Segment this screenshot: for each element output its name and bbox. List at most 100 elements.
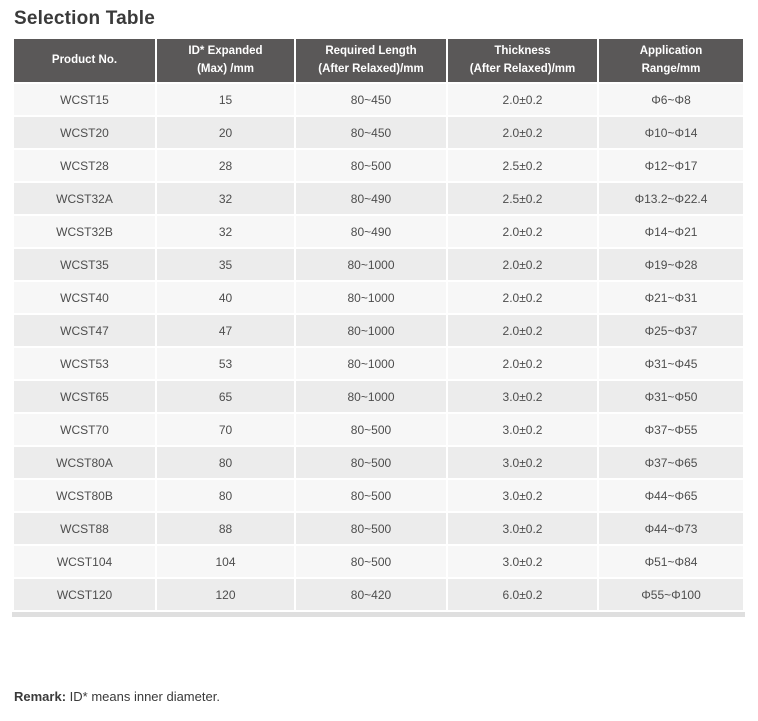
table-cell: 3.0±0.2 (448, 480, 597, 511)
table-cell: WCST53 (14, 348, 155, 379)
table-cell: 3.0±0.2 (448, 414, 597, 445)
table-cell: 65 (157, 381, 294, 412)
table-header-row: Product No. ID* Expanded (Max) /mm Require… (14, 39, 743, 82)
table-cell: WCST28 (14, 150, 155, 181)
table-cell: 2.0±0.2 (448, 216, 597, 247)
table-cell: WCST80A (14, 447, 155, 478)
table-row: WCST28 28 80~500 2.5±0.2 Φ12~Φ17 (14, 150, 743, 181)
table-cell: 88 (157, 513, 294, 544)
column-header: Application Range/mm (599, 39, 743, 82)
table-cell: 20 (157, 117, 294, 148)
table-row: WCST20 20 80~450 2.0±0.2 Φ10~Φ14 (14, 117, 743, 148)
remark-label: Remark: (14, 689, 67, 704)
table-cell: WCST47 (14, 315, 155, 346)
column-header: Required Length (After Relaxed)/mm (296, 39, 446, 82)
table-cell: 120 (157, 579, 294, 610)
column-header: Product No. (14, 39, 155, 82)
table-row: WCST47 47 80~1000 2.0±0.2 Φ25~Φ37 (14, 315, 743, 346)
table-cell: 35 (157, 249, 294, 280)
table-cell: Φ21~Φ31 (599, 282, 743, 313)
table-cell: 6.0±0.2 (448, 579, 597, 610)
table-cell: 80~1000 (296, 249, 446, 280)
selection-table: Product No. ID* Expanded (Max) /mm Require… (12, 37, 745, 612)
table-cell: Φ12~Φ17 (599, 150, 743, 181)
table-cell: 80~500 (296, 414, 446, 445)
table-cell: Φ44~Φ73 (599, 513, 743, 544)
table-cell: WCST15 (14, 84, 155, 115)
table-cell: 2.0±0.2 (448, 84, 597, 115)
table-cell: 80~500 (296, 447, 446, 478)
table-cell: 53 (157, 348, 294, 379)
table-cell: Φ55~Φ100 (599, 579, 743, 610)
remark: Remark: ID* means inner diameter. (14, 689, 746, 704)
table-cell: 47 (157, 315, 294, 346)
table-cell: Φ10~Φ14 (599, 117, 743, 148)
table-cell: 28 (157, 150, 294, 181)
table-row: WCST32A 32 80~490 2.5±0.2 Φ13.2~Φ22.4 (14, 183, 743, 214)
table-cell: 80~420 (296, 579, 446, 610)
table-cell: 80~490 (296, 216, 446, 247)
table-cell: 3.0±0.2 (448, 447, 597, 478)
table-cell: 32 (157, 216, 294, 247)
table-cell: 3.0±0.2 (448, 513, 597, 544)
table-cell: 3.0±0.2 (448, 546, 597, 577)
table-cell: WCST88 (14, 513, 155, 544)
table-cell: 104 (157, 546, 294, 577)
table-cell: Φ44~Φ65 (599, 480, 743, 511)
table-row: WCST65 65 80~1000 3.0±0.2 Φ31~Φ50 (14, 381, 743, 412)
table-cell: WCST20 (14, 117, 155, 148)
table-cell: WCST40 (14, 282, 155, 313)
table-row: WCST104 104 80~500 3.0±0.2 Φ51~Φ84 (14, 546, 743, 577)
page-title: Selection Table (14, 8, 155, 29)
table-row: WCST88 88 80~500 3.0±0.2 Φ44~Φ73 (14, 513, 743, 544)
table-cell: 2.0±0.2 (448, 282, 597, 313)
table-cell: 80~1000 (296, 282, 446, 313)
table-row: WCST120 120 80~420 6.0±0.2 Φ55~Φ100 (14, 579, 743, 610)
table-cell: Φ13.2~Φ22.4 (599, 183, 743, 214)
table-cell: WCST32A (14, 183, 155, 214)
column-header: ID* Expanded (Max) /mm (157, 39, 294, 82)
table-cell: Φ6~Φ8 (599, 84, 743, 115)
table-cell: 80~1000 (296, 315, 446, 346)
table-cell: 3.0±0.2 (448, 381, 597, 412)
table-cell: WCST32B (14, 216, 155, 247)
table-cell: 80~450 (296, 117, 446, 148)
table-cell: WCST70 (14, 414, 155, 445)
table-cell: WCST35 (14, 249, 155, 280)
table-cell: Φ14~Φ21 (599, 216, 743, 247)
table-cell: Φ37~Φ55 (599, 414, 743, 445)
table-cell: 80~1000 (296, 381, 446, 412)
table-row: WCST80B 80 80~500 3.0±0.2 Φ44~Φ65 (14, 480, 743, 511)
table-cell: Φ37~Φ65 (599, 447, 743, 478)
table-cell: 80~500 (296, 546, 446, 577)
column-header: Thickness (After Relaxed)/mm (448, 39, 597, 82)
table-row: WCST70 70 80~500 3.0±0.2 Φ37~Φ55 (14, 414, 743, 445)
table-cell: 80~500 (296, 480, 446, 511)
table-row: WCST32B 32 80~490 2.0±0.2 Φ14~Φ21 (14, 216, 743, 247)
table-cell: 80 (157, 480, 294, 511)
table-cell: 80~450 (296, 84, 446, 115)
table-cell: 80~490 (296, 183, 446, 214)
table-cell: 70 (157, 414, 294, 445)
table-cell: WCST120 (14, 579, 155, 610)
table-header: Product No. ID* Expanded (Max) /mm Require… (14, 39, 743, 82)
table-cell: 2.5±0.2 (448, 150, 597, 181)
table-cell: Φ31~Φ45 (599, 348, 743, 379)
table-cell: 2.0±0.2 (448, 249, 597, 280)
table-cell: 2.5±0.2 (448, 183, 597, 214)
table-cell: 40 (157, 282, 294, 313)
table-cell: 80~500 (296, 513, 446, 544)
table-cell: 2.0±0.2 (448, 348, 597, 379)
table-cell: 80~1000 (296, 348, 446, 379)
table-cell: Φ31~Φ50 (599, 381, 743, 412)
table-cell: WCST80B (14, 480, 155, 511)
table-cell: 80 (157, 447, 294, 478)
table-body: WCST15 15 80~450 2.0±0.2 Φ6~Φ8 WCST20 20 80~450… (14, 84, 743, 610)
table-cell: 15 (157, 84, 294, 115)
table-cell: 2.0±0.2 (448, 315, 597, 346)
table-cell: WCST65 (14, 381, 155, 412)
remark-text: ID* means inner diameter. (66, 689, 220, 704)
table-row: WCST80A 80 80~500 3.0±0.2 Φ37~Φ65 (14, 447, 743, 478)
table-row: WCST40 40 80~1000 2.0±0.2 Φ21~Φ31 (14, 282, 743, 313)
